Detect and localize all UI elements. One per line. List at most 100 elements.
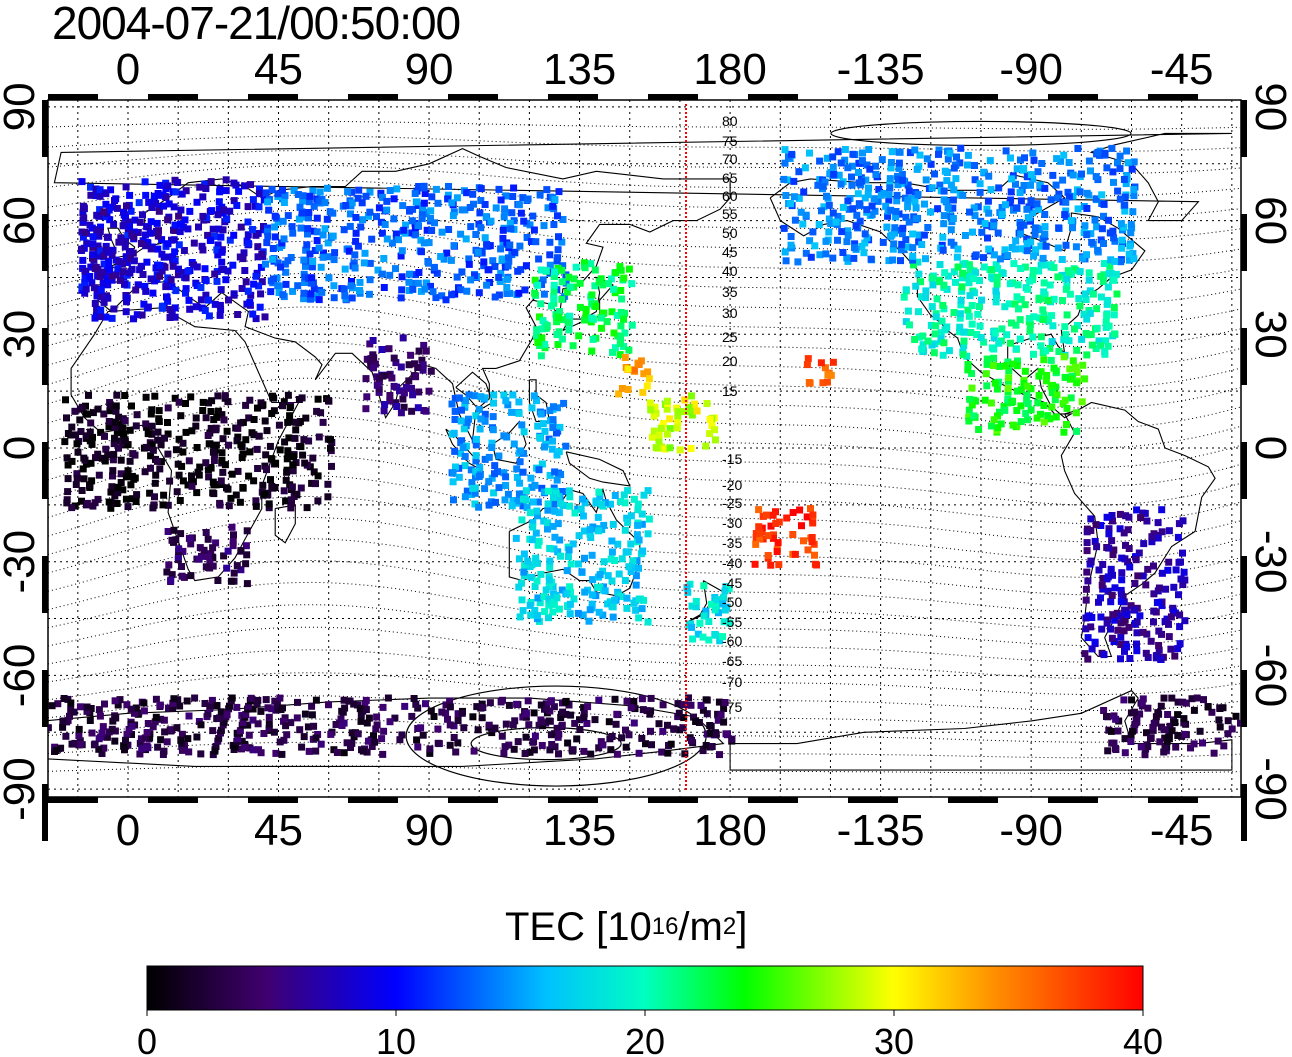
tec-cell [195,223,202,231]
tec-cell [316,188,324,196]
tec-cell [1129,208,1137,216]
tec-cell [276,446,284,454]
tec-cell [1131,580,1139,587]
tec-cell [183,697,191,705]
tec-cell [1024,400,1032,408]
tec-cell [658,748,666,756]
tec-cell [1098,191,1106,199]
tec-cell [502,397,510,405]
tec-cell [284,447,292,455]
tec-cell [461,401,469,409]
tec-cell [1162,585,1170,593]
tec-cell [418,208,426,216]
tec-cell [241,267,249,274]
tec-cell [531,732,539,740]
tec-cell [1017,230,1025,238]
tec-cell [956,328,963,336]
tec-cell [341,292,349,300]
tec-cell [142,191,150,199]
tec-cell [526,601,534,609]
tec-cell [307,290,315,298]
tec-cell [126,457,134,465]
y-tick-label-right: 30 [1246,310,1292,359]
tec-cell [365,290,373,298]
tec-cell [370,364,377,372]
tec-cell [539,317,547,325]
tec-cell [911,336,919,343]
tec-cell [476,425,484,433]
tec-cell [1165,527,1173,535]
tec-cell [1079,254,1087,262]
tec-cell [635,564,642,572]
tec-cell [250,431,258,439]
tec-cell [557,471,565,478]
tec-cell [287,496,295,504]
tec-cell [537,570,545,578]
tec-cell [1121,207,1129,215]
tec-cell [1125,623,1133,631]
tec-cell [637,357,645,365]
tec-cell [618,385,626,392]
tec-cell [377,218,385,226]
tec-cell [312,696,320,704]
tec-cell [219,468,227,476]
tec-cell [466,204,474,211]
tec-cell [660,420,667,428]
tec-cell [540,290,548,298]
tec-cell [992,298,1000,306]
tec-cell [1133,506,1141,514]
tec-cell [533,577,541,585]
tec-cell [94,405,102,413]
tec-cell [880,190,888,197]
tec-cell [1196,727,1204,735]
tec-cell [966,395,974,403]
tec-cell [97,223,104,231]
tec-cell [1097,594,1104,602]
tec-cell [503,284,511,291]
tec-cell [547,731,555,739]
tec-cell [186,535,194,543]
tec-cell [565,326,573,334]
tec-cell [950,186,958,194]
tec-cell [538,718,546,726]
tec-cell [289,461,297,469]
tec-cell [443,249,451,257]
tec-cell [1141,509,1149,517]
tec-cell [956,159,964,167]
tec-cell [119,273,127,281]
tec-cell [912,282,920,290]
tec-cell [352,214,360,221]
tec-cell [354,730,362,738]
tec-cell [509,497,517,504]
tec-cell [202,414,210,422]
tec-cell [586,526,594,534]
tec-cell [550,281,558,289]
tec-cell [935,150,942,158]
tec-cell [132,498,140,505]
tec-cell [823,378,831,386]
tec-cell [475,406,483,414]
tec-cell [1171,719,1179,727]
tec-cell [627,512,635,520]
tec-cell [1120,223,1128,231]
tec-cell [81,267,89,275]
tec-cell [327,436,334,444]
tec-cell [764,532,772,540]
tec-cell [141,231,149,239]
tec-cell [250,280,258,288]
tec-cell [635,536,643,544]
tec-cell [605,718,613,726]
tec-cell [124,503,132,511]
tec-cell [184,225,192,233]
tec-cell [624,518,632,526]
tec-cell [477,415,485,423]
tec-cell [490,391,498,399]
tec-cell [327,730,335,738]
tec-cell [306,192,314,200]
tec-cell [1152,713,1160,721]
tec-cell [646,710,654,718]
tec-cell [81,274,89,282]
tec-cell [1174,698,1182,706]
tec-cell [775,518,783,526]
tec-cell [278,750,286,758]
